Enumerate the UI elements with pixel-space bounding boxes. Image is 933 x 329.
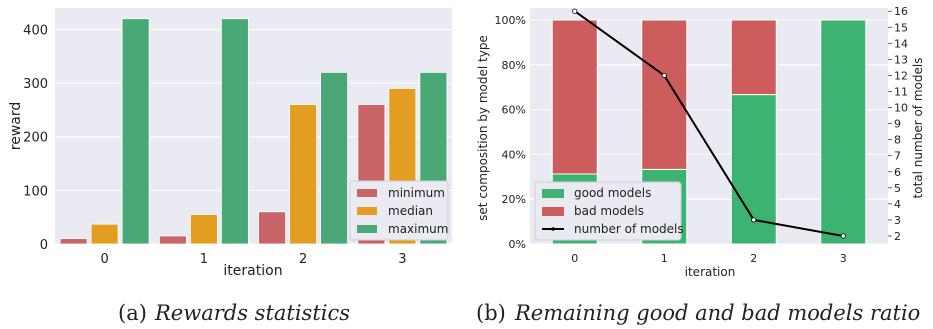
plot-a-bars [59, 18, 448, 245]
y-tick-a: 300 [23, 77, 48, 92]
legend-label-maximum: maximum [388, 222, 448, 236]
plot-b-y-ticks: 0% 20% 40% 60% 80% 100% [495, 14, 526, 251]
y2-tick-b: 10 [894, 102, 908, 115]
x-tick-b: 2 [750, 252, 757, 265]
x-tick-a: 2 [299, 252, 307, 267]
caption-b-text: Remaining good and bad models ratio [514, 301, 920, 325]
x-tick-a: 3 [398, 252, 406, 267]
y-tick-a: 200 [23, 131, 48, 146]
y2-tick-b: 14 [894, 37, 908, 50]
x-tick-b: 0 [571, 252, 578, 265]
y-tick-b: 100% [495, 14, 526, 27]
legend-swatch-bad-models [542, 207, 564, 216]
bar-maximum [121, 18, 150, 245]
x-tick-b: 1 [661, 252, 668, 265]
bar-minimum [59, 238, 88, 245]
plot-b-y2-ticks: 2 3 4 5 6 7 8 9 10 11 12 13 14 15 16 [888, 5, 908, 243]
y-tick-b: 60% [502, 104, 526, 117]
y2-tick-b: 15 [894, 21, 908, 34]
plot-a-x-ticks: 0 1 2 3 [100, 252, 406, 267]
legend-swatch-minimum [357, 189, 377, 197]
caption-a-label: (a) [118, 301, 147, 325]
y2-tick-b: 8 [894, 134, 901, 147]
plot-b-legend: good models bad models number of models [534, 181, 684, 241]
x-tick-a: 1 [200, 252, 208, 267]
bar-good-models [820, 19, 867, 245]
bar-minimum [258, 211, 287, 245]
line-point [840, 233, 846, 239]
bar-bad-models [730, 19, 777, 96]
x-tick-a: 0 [100, 252, 108, 267]
y-tick-a: 400 [23, 23, 48, 38]
plot-b-x-ticks: 0 1 2 3 [571, 252, 847, 265]
y-tick-b: 40% [502, 148, 526, 161]
legend-swatch-good-models [542, 189, 564, 198]
y2-tick-b: 7 [894, 150, 901, 163]
y-tick-a: 0 [40, 238, 48, 253]
legend-swatch-marker [551, 227, 555, 231]
legend-swatch-median [357, 207, 377, 215]
y2-tick-b: 2 [894, 230, 901, 243]
caption-b-label: (b) [476, 301, 506, 325]
legend-label-number-of-models: number of models [574, 222, 684, 236]
y2-tick-b: 5 [894, 182, 901, 195]
y2-tick-b: 12 [894, 69, 908, 82]
plot-a-y-label: reward [8, 102, 24, 151]
plot-a-legend: minimum median maximum [349, 180, 449, 241]
legend-label-median: median [388, 204, 433, 218]
bar-maximum [320, 71, 349, 245]
line-point [661, 72, 667, 79]
plot-b-x-label: iteration [685, 265, 736, 279]
legend-label-minimum: minimum [388, 186, 445, 200]
plot-b-line [572, 8, 846, 239]
plot-b-legend-box [534, 181, 682, 241]
legend-label-good-models: good models [574, 186, 651, 200]
line-point [572, 8, 578, 14]
y2-tick-b: 16 [894, 5, 908, 18]
bar-bad-models [641, 19, 688, 170]
plot-b-y-label: set composition by model type [476, 35, 490, 221]
plot-a-y-ticks: 0 100 200 300 400 [23, 23, 48, 253]
y-tick-a: 100 [23, 184, 48, 199]
x-tick-b: 3 [840, 252, 847, 265]
composition-chart: 0%20%40%60%80%100% 234567891011121314151… [476, 5, 925, 325]
y2-tick-b: 9 [894, 118, 901, 131]
plot-a-x-label: iteration [223, 263, 282, 279]
y2-tick-b: 13 [894, 53, 908, 66]
line-number-of-models [574, 10, 844, 237]
y2-tick-b: 6 [894, 166, 901, 179]
bar-minimum [158, 235, 187, 245]
legend-swatch-maximum [357, 225, 377, 233]
line-point [751, 217, 757, 223]
bar-median [289, 104, 318, 245]
rewards-chart: 0 100 200 300 400 0 1 2 3 iteration reward mini… [8, 8, 452, 325]
y2-tick-b: 3 [894, 214, 901, 227]
plot-b-y2-label: total number of models [911, 58, 925, 199]
bar-maximum [220, 18, 249, 245]
y-tick-b: 20% [502, 193, 526, 206]
y-tick-b: 80% [502, 59, 526, 72]
bar-median [90, 223, 119, 245]
plot-a-grid [55, 28, 452, 245]
legend-label-bad-models: bad models [574, 204, 644, 218]
bar-bad-models [551, 19, 598, 175]
y-tick-b: 0% [509, 238, 526, 251]
caption-a-text: Rewards statistics [154, 301, 350, 325]
y2-tick-b: 11 [894, 85, 908, 98]
y2-tick-b: 4 [894, 198, 901, 211]
bar-median [189, 214, 218, 245]
